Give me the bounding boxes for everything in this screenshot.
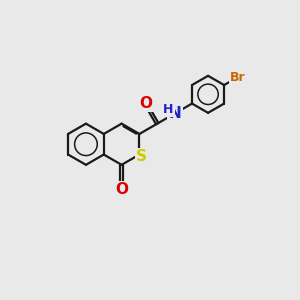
Text: N: N xyxy=(169,106,182,121)
Text: Br: Br xyxy=(230,71,245,84)
Text: O: O xyxy=(139,96,152,111)
Text: O: O xyxy=(115,182,128,197)
Text: H: H xyxy=(163,103,174,116)
Text: S: S xyxy=(136,149,147,164)
